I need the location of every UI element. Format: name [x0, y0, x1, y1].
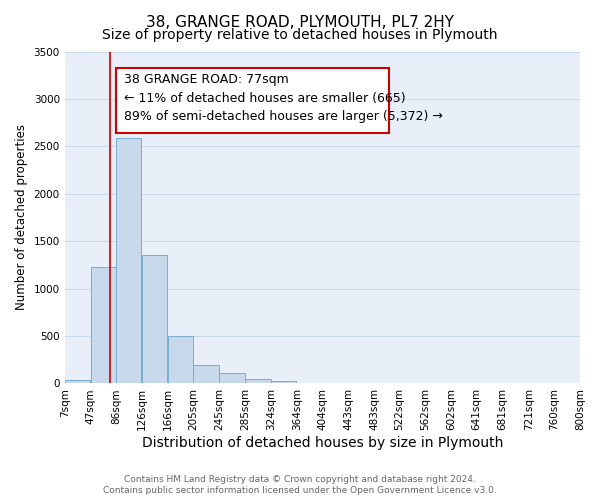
Bar	[142, 256, 167, 384]
Bar	[65, 380, 90, 384]
Bar	[91, 267, 116, 384]
Bar	[220, 372, 245, 384]
Bar	[116, 138, 142, 384]
Bar	[168, 336, 193, 384]
Bar	[271, 380, 296, 384]
Bar	[193, 365, 218, 384]
Y-axis label: Number of detached properties: Number of detached properties	[15, 124, 28, 310]
Text: Size of property relative to detached houses in Plymouth: Size of property relative to detached ho…	[102, 28, 498, 42]
X-axis label: Distribution of detached houses by size in Plymouth: Distribution of detached houses by size …	[142, 436, 503, 450]
Text: 38 GRANGE ROAD: 77sqm
← 11% of detached houses are smaller (665)
89% of semi-det: 38 GRANGE ROAD: 77sqm ← 11% of detached …	[124, 73, 443, 123]
Text: 38, GRANGE ROAD, PLYMOUTH, PL7 2HY: 38, GRANGE ROAD, PLYMOUTH, PL7 2HY	[146, 15, 454, 30]
Text: Contains HM Land Registry data © Crown copyright and database right 2024.: Contains HM Land Registry data © Crown c…	[124, 475, 476, 484]
Bar	[245, 379, 271, 384]
FancyBboxPatch shape	[116, 68, 389, 133]
Text: Contains public sector information licensed under the Open Government Licence v3: Contains public sector information licen…	[103, 486, 497, 495]
